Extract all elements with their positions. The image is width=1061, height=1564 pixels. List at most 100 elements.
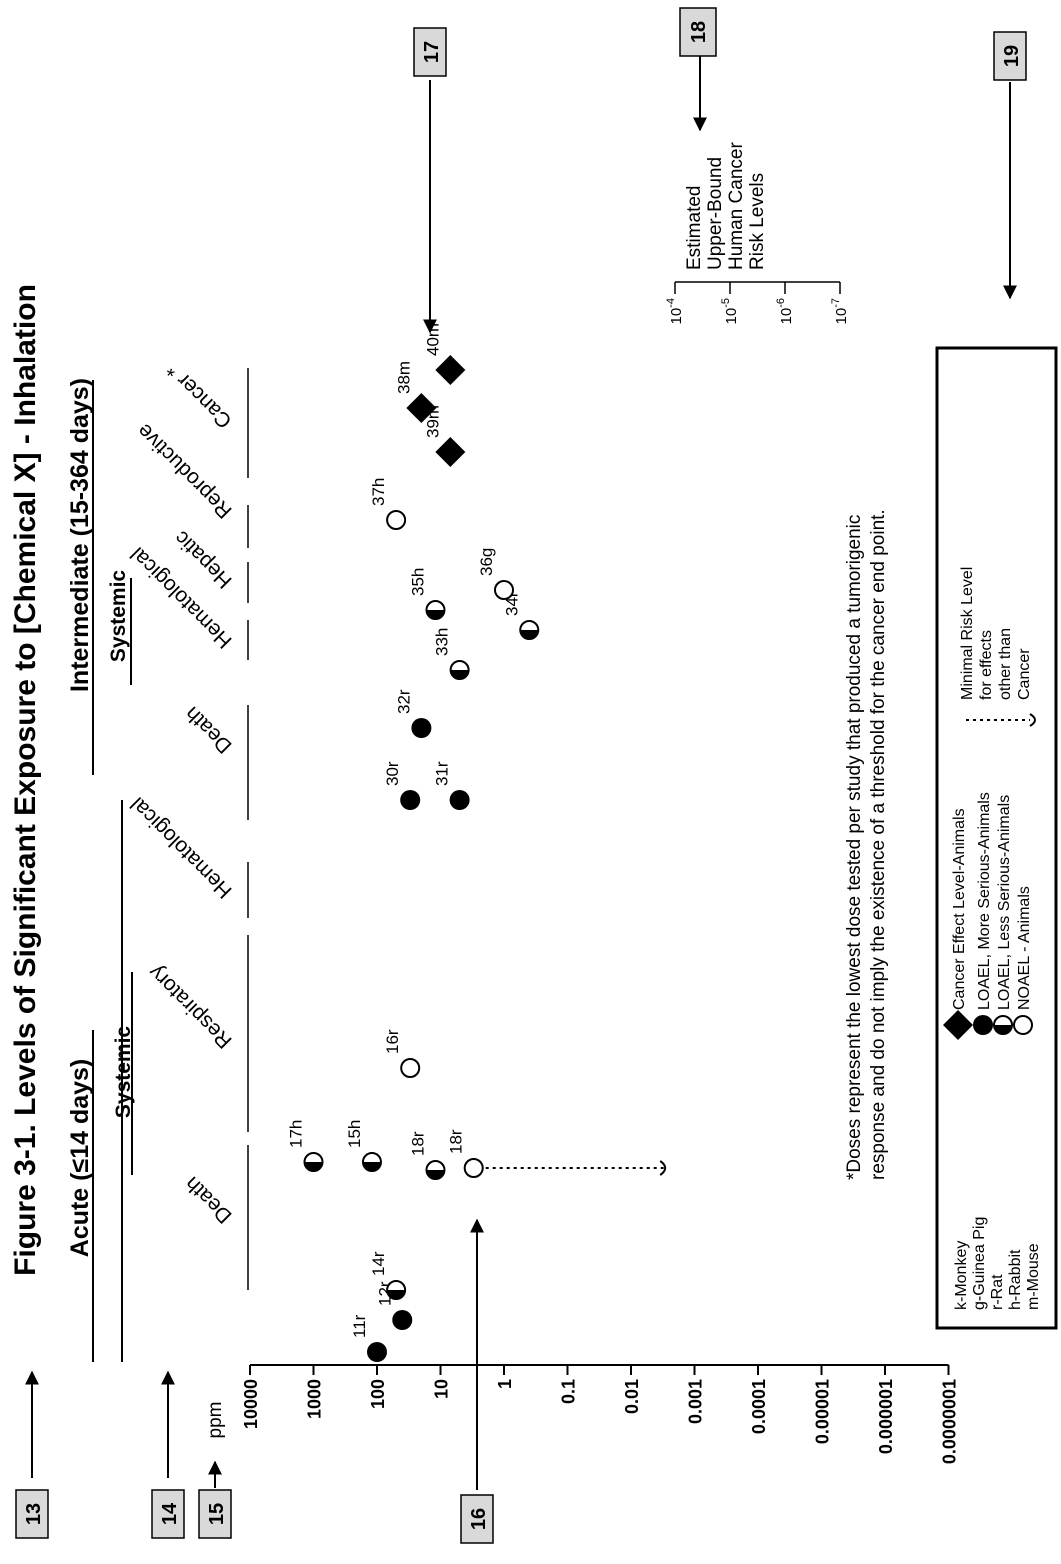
callout-box-14 (151, 1489, 185, 1539)
callout-label-19: 19 (1001, 45, 1023, 67)
loael-half-fill (426, 1170, 445, 1179)
legend-species: m-Mouse (1025, 1243, 1042, 1310)
endpoint-label: Death (181, 702, 237, 758)
point-label: 37h (369, 478, 388, 506)
legend-mrl-cap (1029, 713, 1036, 727)
legend-species: h-Rabbit (1007, 1249, 1024, 1310)
legend-box (935, 346, 1058, 1330)
point-label: 14r (369, 1251, 388, 1276)
loael-half-fill (520, 630, 539, 639)
risk-label-line-2: Upper-Bound (705, 157, 726, 270)
y-tick-label: 0.00001 (813, 1379, 833, 1444)
y-tick-label: 0.01 (622, 1379, 642, 1414)
point-label: 18r (447, 1129, 466, 1154)
callout-box-15 (198, 1489, 232, 1539)
endpoint-label: Hematological (126, 542, 236, 652)
noael-marker (386, 510, 407, 530)
legend-mrl-label: Cancer (1016, 648, 1033, 700)
point-label: 18r (408, 1131, 427, 1156)
risk-label-line-4: Risk Levels (747, 173, 768, 270)
point-label: 30r (383, 761, 402, 786)
endpoint-label: Hematological (126, 792, 236, 902)
y-tick-label: 1000 (305, 1379, 325, 1419)
footnote-line-1: *Doses represent the lowest dose tested … (844, 515, 865, 1180)
endpoint-labels: Death Respiratory Hematological Death Hemato… (126, 359, 249, 1290)
callout-box-13 (15, 1489, 49, 1539)
legend-mrl-label: other than (997, 628, 1014, 700)
point-label: 39m (423, 405, 442, 438)
noael-marker (400, 1058, 421, 1078)
loael-half-fill (450, 670, 469, 679)
callout-box-17 (413, 27, 447, 77)
noael-marker (494, 580, 514, 600)
point-label: 31r (433, 761, 452, 786)
point-label: 11r (350, 1314, 369, 1338)
loael-serious-marker (449, 790, 470, 810)
legend-mrl-label: Minimal Risk Level (959, 567, 976, 700)
risk-label-line-1: Estimated (684, 186, 705, 270)
noael-marker (1013, 1015, 1033, 1035)
y-tick-label: 10000 (241, 1379, 261, 1429)
point-label: 17h (287, 1120, 306, 1148)
legend-mrl-label: for effects (978, 630, 995, 700)
loael-half-fill (426, 610, 445, 619)
point-label: 38m (394, 361, 413, 394)
risk-tick-label: 10-4 (665, 298, 685, 324)
y-tick-label: 0.1 (559, 1379, 579, 1404)
point-label: 40m (423, 323, 442, 356)
endpoint-label: Reproductive (133, 419, 237, 523)
cancer-diamond-marker (435, 355, 466, 385)
loael-half-fill (362, 1162, 381, 1171)
callout-box-16 (460, 1494, 494, 1544)
risk-tick-label: 10-7 (830, 298, 850, 324)
legend-marker-label: NOAEL - Animals (1016, 886, 1033, 1010)
legend-marker-label: LOAEL, More Serious-Animals (976, 792, 993, 1010)
callout-label-13: 13 (23, 1503, 45, 1525)
mrl-end-cap (659, 1160, 667, 1176)
acute-header: Acute (≤14 days) (66, 1059, 94, 1258)
loael-serious-marker (973, 1015, 993, 1035)
footnote-line-2: response and do not imply the existence … (868, 509, 889, 1180)
y-tick-label: 0.0000001 (940, 1379, 960, 1464)
risk-scale: 10-4 10-5 10-6 10-7 (665, 282, 850, 324)
risk-label-line-3: Human Cancer (726, 142, 747, 270)
point-label: 15h (345, 1120, 364, 1148)
risk-tick-label: 10-5 (720, 298, 740, 324)
cancer-diamond-marker (943, 1010, 973, 1040)
point-label: 32r (394, 689, 413, 714)
endpoint-label: Death (181, 1172, 237, 1228)
legend-marker-label: LOAEL, Less Serious-Animals (996, 795, 1013, 1010)
point-label: 36g (477, 548, 496, 576)
unit-label: ppm (205, 1402, 226, 1439)
callout-label-17: 17 (421, 41, 443, 63)
callout-label-14: 14 (159, 1502, 181, 1525)
endpoint-label: Cancer * (162, 359, 236, 433)
y-tick-label: 10 (432, 1379, 452, 1399)
mrl-line (485, 1160, 667, 1176)
loael-serious-marker (367, 1342, 387, 1362)
loael-half-fill (994, 1025, 1012, 1034)
legend: k-Monkey g-Guinea Pig r-Rat h-Rabbit m-Mouse… (943, 567, 1042, 1310)
y-axis: 10000 1000 100 10 1 0.1 0.01 0.001 0.0001 0.00001… (241, 1364, 960, 1464)
intermediate-systemic-label: Systemic (107, 570, 130, 663)
legend-marker-label: Cancer Effect Level-Animals (951, 808, 968, 1010)
point-label: 35h (408, 568, 427, 596)
endpoint-label: Respiratory (144, 960, 237, 1053)
loael-half-fill (387, 1290, 406, 1299)
loael-serious-marker (400, 790, 421, 810)
y-tick-label: 100 (368, 1379, 388, 1409)
loael-half-fill (304, 1162, 323, 1171)
loael-serious-marker (411, 718, 432, 738)
legend-species: r-Rat (989, 1274, 1006, 1310)
point-label: 33h (433, 628, 452, 656)
callout-label-18: 18 (688, 21, 710, 43)
y-tick-label: 0.0001 (749, 1379, 769, 1434)
noael-marker (463, 1158, 484, 1178)
cancer-diamond-marker (406, 393, 437, 423)
risk-tick-label: 10-6 (775, 298, 795, 324)
intermediate-header: Intermediate (15-364 days) (66, 378, 94, 692)
callout-box-18 (679, 7, 717, 57)
acute-systemic-label: Systemic (112, 1026, 135, 1119)
